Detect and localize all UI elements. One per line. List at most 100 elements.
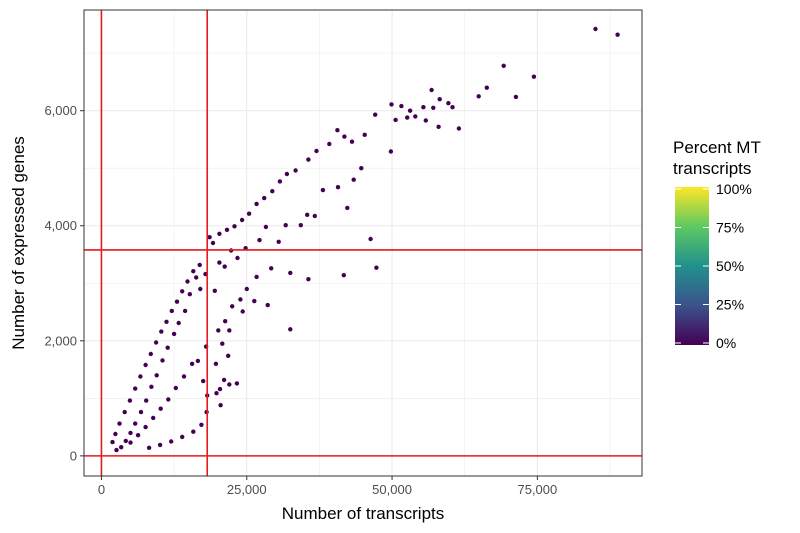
data-point xyxy=(501,63,506,68)
data-point xyxy=(421,105,426,110)
data-point xyxy=(214,391,219,396)
data-point xyxy=(195,358,201,364)
data-point xyxy=(199,422,204,427)
data-point xyxy=(176,320,181,326)
data-point xyxy=(244,286,249,292)
data-point xyxy=(143,362,148,368)
data-point xyxy=(239,217,245,223)
data-point xyxy=(351,177,356,182)
data-point xyxy=(389,102,394,107)
data-point xyxy=(222,264,227,269)
data-point xyxy=(374,265,379,270)
data-point xyxy=(223,319,228,324)
legend-title-line-1: Percent MT xyxy=(673,138,761,157)
x-tick-label: 0 xyxy=(98,482,105,497)
data-point xyxy=(450,105,455,110)
legend-label: 50% xyxy=(716,258,744,274)
data-point xyxy=(431,105,436,111)
data-point xyxy=(429,87,434,93)
data-point xyxy=(189,361,195,366)
legend-label: 0% xyxy=(716,335,736,351)
data-point xyxy=(182,308,188,314)
data-point xyxy=(110,439,115,445)
data-point xyxy=(171,331,177,337)
data-points xyxy=(110,26,620,453)
x-tick-label: 50,000 xyxy=(372,482,412,497)
data-point xyxy=(476,94,481,99)
data-point xyxy=(220,341,225,346)
data-point xyxy=(252,298,257,304)
legend-ticks: 100% 75% 50% 25% 0% xyxy=(675,181,752,351)
legend-label: 25% xyxy=(716,297,744,313)
x-tick-label: 75,000 xyxy=(517,482,557,497)
legend-label: 75% xyxy=(716,220,744,236)
data-point xyxy=(213,361,219,366)
data-point xyxy=(456,126,462,131)
data-point xyxy=(148,351,153,357)
data-point xyxy=(169,439,174,444)
data-point xyxy=(257,237,262,243)
data-point xyxy=(157,442,163,448)
data-point xyxy=(240,309,245,314)
data-point xyxy=(446,101,451,106)
data-point xyxy=(423,118,428,123)
data-point xyxy=(335,185,341,190)
data-point xyxy=(165,345,170,350)
x-axis: 0 25,000 50,000 75,000 xyxy=(98,476,557,497)
data-point xyxy=(216,328,221,333)
x-axis-title: Number of transcripts xyxy=(282,504,445,523)
data-point xyxy=(114,447,119,453)
plot-panel xyxy=(84,10,642,476)
data-point xyxy=(174,299,180,304)
data-point xyxy=(138,409,144,415)
data-point xyxy=(217,260,222,265)
data-point xyxy=(234,381,240,386)
data-point xyxy=(153,340,159,345)
data-point xyxy=(146,445,152,450)
data-point xyxy=(615,32,620,37)
data-point xyxy=(407,108,413,113)
data-point xyxy=(298,223,303,228)
data-point xyxy=(335,128,340,133)
data-point xyxy=(198,286,203,292)
data-point xyxy=(341,273,346,278)
data-point xyxy=(128,430,133,436)
data-point xyxy=(127,398,133,403)
data-point xyxy=(484,85,489,90)
data-point xyxy=(113,431,118,437)
data-point xyxy=(159,329,164,334)
data-point xyxy=(226,353,231,358)
data-point xyxy=(327,141,332,147)
data-point xyxy=(194,275,199,280)
data-point xyxy=(306,277,311,282)
data-point xyxy=(437,97,442,102)
data-point xyxy=(320,187,326,193)
data-point xyxy=(191,429,196,434)
y-axis-title: Number of expressed genes xyxy=(9,136,28,350)
data-point xyxy=(133,386,138,391)
data-point xyxy=(151,415,156,421)
data-point xyxy=(349,139,355,144)
data-point xyxy=(388,149,394,154)
data-point xyxy=(230,304,235,309)
data-point xyxy=(224,227,230,232)
data-point xyxy=(254,201,259,207)
data-point xyxy=(345,205,350,211)
data-point xyxy=(138,374,143,379)
data-point xyxy=(169,308,174,314)
data-point xyxy=(270,189,275,194)
data-point xyxy=(122,409,127,415)
data-point xyxy=(276,239,281,244)
data-point xyxy=(187,292,192,297)
data-point xyxy=(197,262,202,268)
data-point xyxy=(368,236,373,242)
y-tick-label: 4,000 xyxy=(44,218,77,233)
data-point xyxy=(227,328,232,333)
data-point xyxy=(254,274,259,280)
data-point xyxy=(149,384,154,389)
data-point xyxy=(399,103,404,109)
data-point xyxy=(238,297,243,302)
data-point xyxy=(436,124,441,129)
x-tick-label: 25,000 xyxy=(227,482,267,497)
data-point xyxy=(314,148,319,154)
